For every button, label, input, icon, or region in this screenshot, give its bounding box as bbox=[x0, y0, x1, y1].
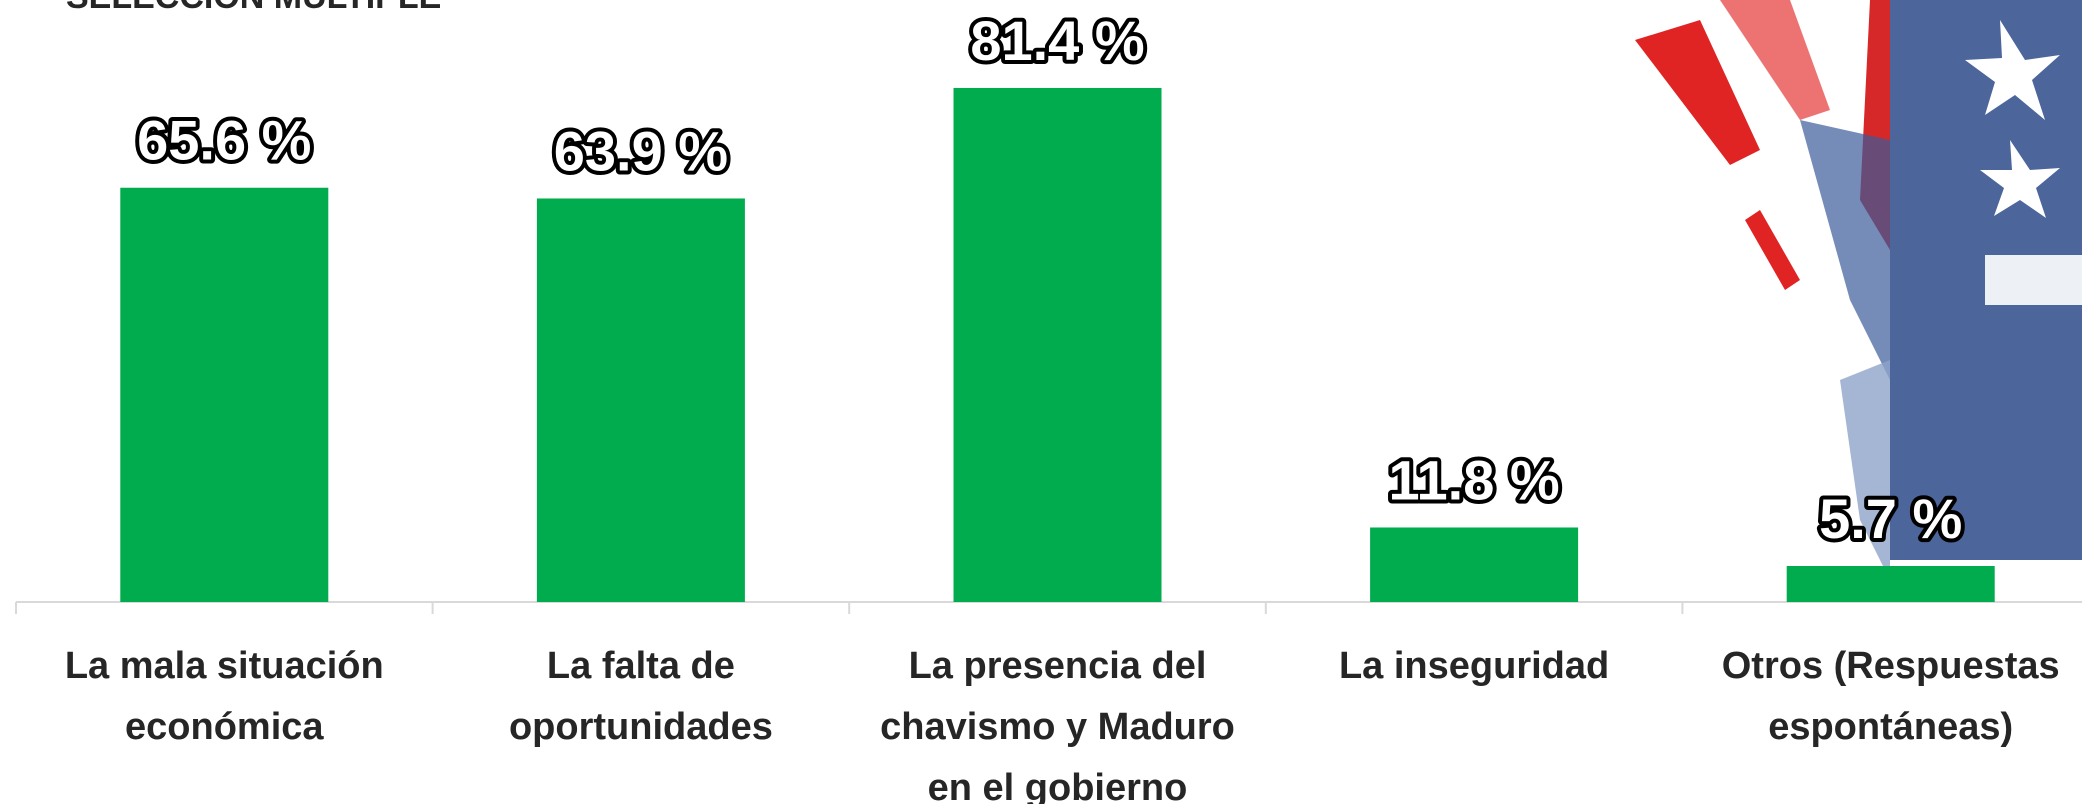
value-label: 5.7 % bbox=[1819, 487, 1962, 550]
value-label: 11.8 % bbox=[1388, 448, 1559, 511]
bar bbox=[120, 187, 329, 602]
x-tick-label: La mala situación bbox=[65, 645, 384, 687]
value-label: 81.4 % bbox=[970, 9, 1144, 72]
x-tick-label: en el gobierno bbox=[928, 767, 1188, 804]
x-tick-label: económica bbox=[125, 706, 324, 748]
bar bbox=[953, 87, 1162, 603]
x-tick-label: La presencia del bbox=[909, 645, 1207, 687]
value-label: 65.6 % bbox=[137, 109, 311, 172]
x-tick-label: chavismo y Maduro bbox=[880, 706, 1235, 748]
x-tick-label: La falta de bbox=[547, 645, 735, 687]
x-tick-label: espontáneas) bbox=[1768, 706, 2013, 748]
x-tick-label: Otros (Respuestas bbox=[1722, 645, 2060, 687]
flag-decoration bbox=[1635, 0, 2082, 580]
value-label: 63.9 % bbox=[554, 119, 728, 182]
bar bbox=[1786, 566, 1995, 602]
bar bbox=[536, 198, 745, 602]
chart-title: SELECCIÓN MÚLTIPLE bbox=[66, 0, 441, 16]
x-tick-label: La inseguridad bbox=[1339, 645, 1609, 687]
bar bbox=[1370, 527, 1579, 602]
x-tick-label: oportunidades bbox=[509, 706, 773, 748]
